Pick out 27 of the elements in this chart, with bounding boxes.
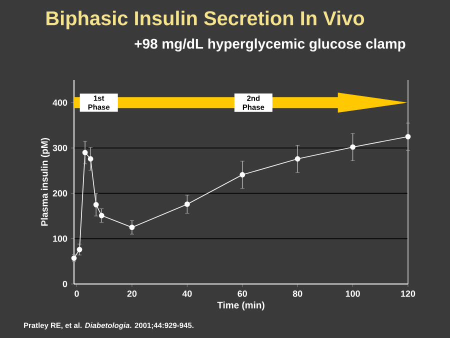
y-tick-label: 300 xyxy=(52,144,68,152)
chart-subtitle: +98 mg/dL hyperglycemic glucose clamp xyxy=(134,38,406,52)
x-tick-label: 0 xyxy=(74,290,79,297)
x-tick-label: 120 xyxy=(401,290,416,297)
x-tick-label: 20 xyxy=(127,290,137,297)
x-tick-label: 80 xyxy=(292,290,302,297)
point xyxy=(129,224,135,230)
point xyxy=(184,202,190,207)
point xyxy=(88,156,94,162)
chart-title: Biphasic Insulin Secretion In Vivo xyxy=(46,10,364,30)
y-tick-label: 400 xyxy=(52,99,68,106)
point xyxy=(405,134,411,140)
x-axis-title: Time (min) xyxy=(217,302,264,310)
y-tick-label: 0 xyxy=(62,280,68,288)
point xyxy=(350,144,356,150)
point xyxy=(294,156,300,162)
point xyxy=(98,212,104,218)
y-tick-label: 200 xyxy=(52,190,68,197)
x-tick-label: 40 xyxy=(182,290,192,297)
point xyxy=(93,202,99,208)
point xyxy=(240,172,246,178)
y-tick-label: 100 xyxy=(53,235,68,242)
x-tick-label: 100 xyxy=(346,290,360,297)
point xyxy=(82,150,88,156)
y-axis-title: Plasma insulin (pM) xyxy=(40,138,50,226)
point xyxy=(76,246,82,252)
x-tick-label: 60 xyxy=(238,290,248,297)
